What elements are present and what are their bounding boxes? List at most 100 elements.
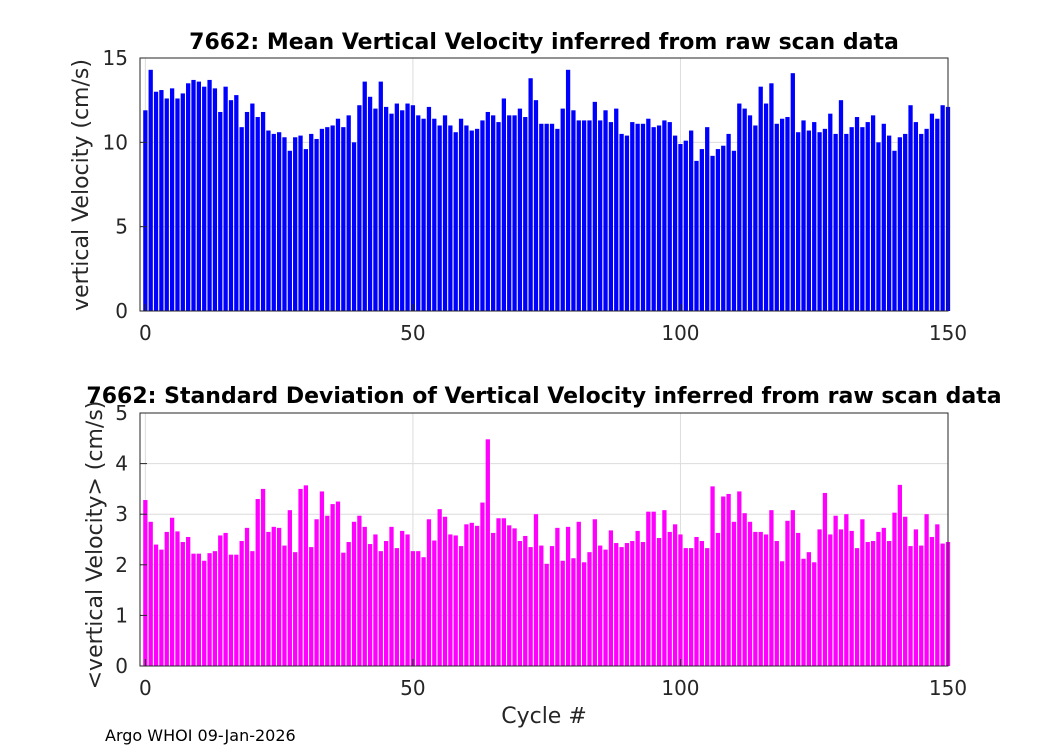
bar <box>544 123 549 311</box>
bar <box>560 108 565 311</box>
ticks-1: 0 50 100 150 0 1 2 3 4 5 <box>115 401 967 700</box>
bar <box>672 524 678 666</box>
bar <box>640 123 646 311</box>
bar <box>453 132 458 311</box>
bar <box>710 486 715 666</box>
bar <box>373 534 378 666</box>
bar <box>298 135 303 311</box>
axes-box-1 <box>139 412 949 667</box>
bar <box>496 122 501 311</box>
bar <box>234 95 239 311</box>
bar <box>309 547 314 666</box>
bar <box>325 515 330 666</box>
bar <box>833 515 838 666</box>
bar <box>276 132 282 311</box>
bar <box>485 111 490 311</box>
bar <box>223 86 228 311</box>
bar <box>196 553 201 666</box>
bar <box>844 514 849 666</box>
bar <box>715 532 721 666</box>
bar <box>207 79 212 312</box>
bar <box>640 542 646 666</box>
bar <box>940 105 945 311</box>
bar <box>581 562 587 666</box>
bar <box>143 110 148 311</box>
bar <box>191 79 196 312</box>
bar <box>865 542 870 666</box>
y-tick-label: 1 <box>115 603 128 627</box>
bar <box>608 530 614 666</box>
bar <box>705 127 710 312</box>
bar <box>319 128 325 311</box>
bar <box>549 546 555 666</box>
x-tick-label: 0 <box>139 676 152 700</box>
bar <box>335 118 341 311</box>
y-tick-label: 3 <box>115 502 128 526</box>
bar <box>410 105 416 311</box>
bar <box>330 504 335 666</box>
bar <box>367 544 373 666</box>
bar <box>672 135 678 311</box>
bar <box>474 128 480 311</box>
bar <box>929 536 935 666</box>
bar <box>384 541 389 666</box>
bar <box>812 562 817 666</box>
chart-title-1: 7662: Standard Deviation of Vertical Vel… <box>86 384 1001 409</box>
y-tick-label: 5 <box>115 215 128 239</box>
bar <box>218 111 223 311</box>
bar <box>341 127 346 312</box>
bar <box>571 110 576 311</box>
bar <box>373 108 378 311</box>
bar <box>710 155 715 311</box>
bar <box>469 130 474 311</box>
bar <box>737 491 742 666</box>
bar <box>228 554 234 666</box>
bar <box>512 115 517 311</box>
bars-0 <box>143 69 951 312</box>
bar <box>464 125 469 311</box>
bar <box>822 492 828 666</box>
bar <box>897 137 902 311</box>
y-tick-label: 10 <box>103 130 128 154</box>
bar <box>389 113 394 311</box>
bar <box>817 529 822 666</box>
bar <box>790 510 795 666</box>
bar <box>935 118 940 311</box>
bar <box>908 546 913 666</box>
bar <box>266 531 271 666</box>
bar <box>378 81 383 311</box>
bar <box>148 521 153 666</box>
bar <box>731 150 737 311</box>
bar <box>747 521 753 666</box>
x-tick-label: 50 <box>400 321 425 345</box>
bar <box>608 122 614 311</box>
bar <box>721 496 726 666</box>
bar <box>293 552 298 666</box>
bar <box>271 133 276 311</box>
bar <box>924 128 929 311</box>
bar <box>335 501 341 666</box>
bar <box>678 534 683 666</box>
bar <box>753 125 758 311</box>
bar <box>742 108 747 311</box>
bar <box>362 81 367 311</box>
bar <box>351 521 357 666</box>
bar <box>164 98 169 311</box>
bar <box>731 521 737 666</box>
footer-credit: Argo WHOI 09-Jan-2026 <box>105 726 296 745</box>
bar <box>614 543 619 666</box>
x-tick-label: 150 <box>929 321 967 345</box>
bar <box>523 117 528 311</box>
bar <box>159 90 164 311</box>
bar <box>239 541 244 666</box>
bar <box>913 529 919 666</box>
bar <box>458 546 464 666</box>
bar <box>603 110 608 311</box>
bar <box>742 513 747 666</box>
bar <box>180 93 185 311</box>
bar <box>651 127 656 312</box>
bar <box>769 83 774 311</box>
bar <box>598 120 603 311</box>
bar <box>603 549 608 666</box>
bar <box>282 137 287 311</box>
